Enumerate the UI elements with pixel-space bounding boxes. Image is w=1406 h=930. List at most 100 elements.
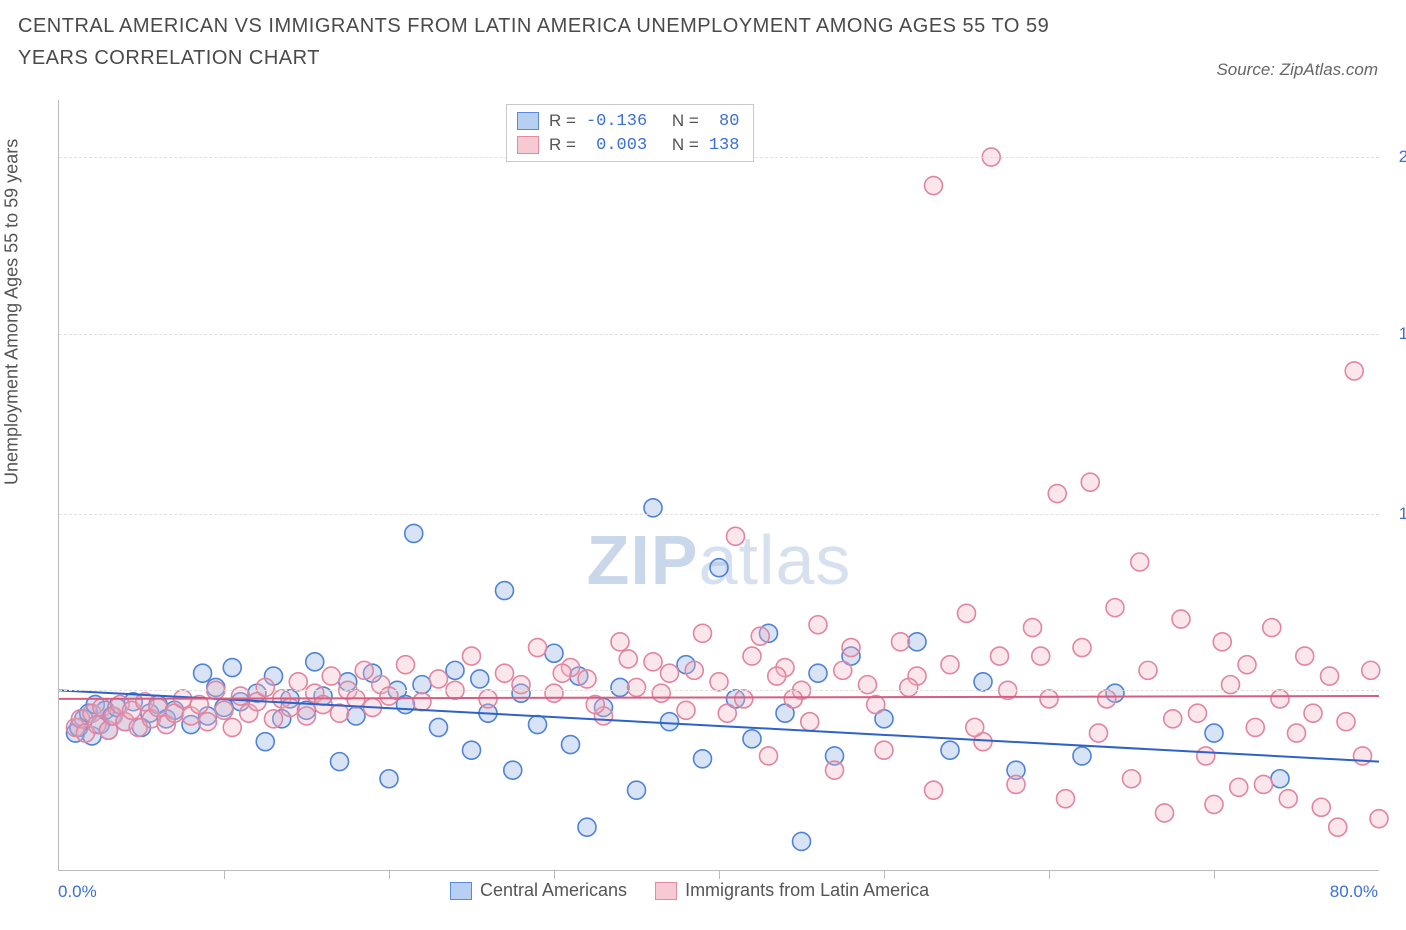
data-point-series1	[644, 653, 662, 671]
data-point-series0	[347, 707, 365, 725]
data-point-series1	[685, 661, 703, 679]
data-point-series1	[619, 650, 637, 668]
data-point-series1	[892, 633, 910, 651]
r-label: R =	[549, 135, 576, 155]
data-point-series1	[735, 690, 753, 708]
data-point-series1	[578, 670, 596, 688]
stats-legend-row-1: R = 0.003 N = 138	[517, 133, 739, 157]
data-point-series1	[1081, 473, 1099, 491]
legend-item-0: Central Americans	[450, 880, 627, 901]
legend-swatch-pink	[517, 136, 539, 154]
data-point-series1	[1139, 661, 1157, 679]
x-tick	[224, 870, 225, 879]
series1-n-value: 138	[709, 136, 740, 155]
data-point-series1	[958, 604, 976, 622]
data-point-series0	[223, 659, 241, 677]
data-point-series0	[331, 753, 349, 771]
data-point-series0	[694, 750, 712, 768]
legend-label-0: Central Americans	[480, 880, 627, 901]
data-point-series0	[194, 664, 212, 682]
data-point-series1	[430, 670, 448, 688]
data-point-series0	[1073, 747, 1091, 765]
data-point-series1	[496, 664, 514, 682]
data-point-series1	[1197, 747, 1215, 765]
data-point-series1	[900, 678, 918, 696]
data-point-series1	[1288, 724, 1306, 742]
data-point-series1	[875, 741, 893, 759]
data-point-series0	[611, 678, 629, 696]
data-point-series1	[331, 704, 349, 722]
data-point-series1	[1007, 775, 1025, 793]
trend-line-series0	[59, 690, 1379, 761]
data-point-series1	[1255, 775, 1273, 793]
n-label: N =	[672, 111, 699, 131]
data-point-series1	[628, 678, 646, 696]
data-point-series1	[768, 667, 786, 685]
data-point-series1	[1238, 656, 1256, 674]
x-tick	[554, 870, 555, 879]
data-point-series1	[1304, 704, 1322, 722]
data-point-series1	[925, 177, 943, 195]
data-point-series0	[496, 582, 514, 600]
data-point-series1	[809, 616, 827, 634]
data-point-series0	[256, 733, 274, 751]
data-point-series1	[1131, 553, 1149, 571]
data-point-series0	[793, 832, 811, 850]
data-point-series1	[463, 647, 481, 665]
data-point-series1	[149, 698, 167, 716]
data-point-series1	[1106, 599, 1124, 617]
data-point-series0	[306, 653, 324, 671]
series0-r-value: -0.136	[586, 112, 647, 131]
data-point-series1	[256, 678, 274, 696]
data-point-series1	[1164, 710, 1182, 728]
data-point-series1	[1048, 485, 1066, 503]
data-point-series1	[553, 664, 571, 682]
data-point-series1	[1345, 362, 1363, 380]
series1-r-value: 0.003	[586, 136, 647, 155]
data-point-series1	[1271, 690, 1289, 708]
data-point-series1	[199, 713, 217, 731]
data-point-series0	[743, 730, 761, 748]
data-point-series1	[991, 647, 1009, 665]
data-point-series1	[281, 698, 299, 716]
data-point-series1	[1246, 718, 1264, 736]
data-point-series1	[1073, 639, 1091, 657]
data-point-series1	[1230, 778, 1248, 796]
gridline	[59, 690, 1379, 691]
legend-swatch-blue	[450, 882, 472, 900]
chart-plot-area: ZIPatlas 6.3%12.5%18.8%25.0%	[58, 100, 1379, 871]
data-point-series1	[322, 667, 340, 685]
data-point-series1	[966, 718, 984, 736]
y-tick-label: 18.8%	[1399, 324, 1406, 344]
data-point-series0	[974, 673, 992, 691]
data-point-series1	[355, 661, 373, 679]
y-tick-label: 25.0%	[1399, 147, 1406, 167]
data-point-series1	[265, 710, 283, 728]
data-point-series1	[661, 664, 679, 682]
chart-title: CENTRAL AMERICAN VS IMMIGRANTS FROM LATI…	[18, 10, 1118, 74]
x-axis-min-label: 0.0%	[58, 882, 97, 902]
legend-swatch-pink	[655, 882, 677, 900]
stats-legend-box: R = -0.136 N = 80 R = 0.003 N = 138	[506, 104, 754, 162]
data-point-series1	[834, 661, 852, 679]
data-point-series1	[710, 673, 728, 691]
data-point-series0	[545, 644, 563, 662]
series0-n-value: 80	[709, 112, 740, 131]
data-point-series0	[430, 718, 448, 736]
data-point-series1	[1098, 690, 1116, 708]
data-point-series1	[867, 696, 885, 714]
data-point-series1	[1156, 804, 1174, 822]
data-point-series1	[842, 639, 860, 657]
data-point-series1	[545, 684, 563, 702]
data-point-series1	[677, 701, 695, 719]
scatter-plot-svg	[59, 100, 1379, 870]
series-legend: Central Americans Immigrants from Latin …	[450, 880, 929, 901]
r-label: R =	[549, 111, 576, 131]
data-point-series1	[1263, 619, 1281, 637]
data-point-series1	[1123, 770, 1141, 788]
stats-legend-row-0: R = -0.136 N = 80	[517, 109, 739, 133]
data-point-series1	[1172, 610, 1190, 628]
data-point-series1	[1329, 818, 1347, 836]
n-label: N =	[672, 135, 699, 155]
data-point-series1	[784, 690, 802, 708]
